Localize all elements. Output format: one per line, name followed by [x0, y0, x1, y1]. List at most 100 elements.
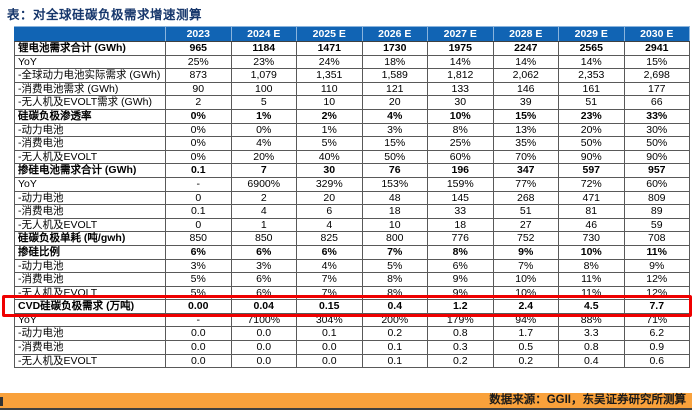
value-cell: 20 [361, 95, 428, 110]
value-cell: 51 [558, 95, 625, 110]
value-cell: 1184 [230, 41, 297, 56]
table-row: 锂电池需求合计 (GWh) 965 1184 1471 1730 1975 2247 2565… [14, 41, 690, 56]
value-cell: 10 [361, 217, 428, 233]
value-cell: 7.7 [623, 299, 690, 314]
value-cell: 76 [361, 163, 428, 178]
value-cell: 18 [427, 217, 494, 233]
value-cell: 3% [230, 258, 297, 274]
value-cell: 957 [623, 163, 690, 178]
table-row: -无人机及EVOLT需求 (GWh) 2 5 10 20 30 39 51 66 [14, 95, 690, 110]
value-cell: 0.04 [230, 299, 297, 314]
value-cell: 6% [165, 244, 232, 260]
table-row: YoY 25% 23% 24% 18% 14% 14% 14% 15% [14, 54, 690, 70]
value-cell: 48 [361, 190, 428, 206]
value-cell: 0.0 [165, 353, 232, 369]
value-cell: 13% [492, 122, 559, 138]
value-cell: 7% [296, 272, 363, 287]
value-cell: 9% [427, 285, 494, 301]
value-cell: 90% [623, 149, 690, 165]
value-cell: 2565 [558, 41, 625, 56]
row-label-cell: YoY [14, 54, 166, 70]
value-cell: 0.00 [165, 299, 232, 314]
value-cell: 0.0 [165, 326, 232, 342]
value-cell: 0.8 [558, 340, 625, 355]
value-cell: 24% [296, 54, 363, 70]
value-cell: 146 [492, 81, 559, 97]
value-cell: 3% [165, 258, 232, 274]
table-row: -动力电池 3% 3% 4% 5% 6% 7% 8% 9% [14, 258, 690, 274]
value-cell: 0.9 [623, 340, 690, 355]
value-cell: 708 [623, 231, 690, 246]
value-cell: 25% [427, 136, 494, 151]
header-cell: 2025 E [296, 26, 363, 42]
value-cell: 1% [230, 108, 297, 124]
table-row: -消费电池需求 (GWh) 90 100 110 121 133 146 161 177 [14, 81, 690, 97]
row-label-cell: -动力电池 [14, 190, 166, 206]
value-cell: 14% [558, 54, 625, 70]
header-row: 2023 2024 E 2025 E 2026 E 2027 E 2028 E 2029 E… [14, 26, 690, 42]
header-cell: 2030 E [623, 26, 690, 42]
value-cell: 0.0 [230, 326, 297, 342]
value-cell: 35% [492, 136, 559, 151]
value-cell: 8% [361, 285, 428, 301]
value-cell: 121 [361, 81, 428, 97]
value-cell: 11% [623, 244, 690, 260]
value-cell: 752 [492, 231, 559, 246]
value-cell: 3% [361, 122, 428, 138]
table-row: 掺硅比例 6% 6% 6% 7% 8% 9% 10% 11% [14, 244, 690, 260]
header-cell: 2024 E [230, 26, 297, 42]
value-cell: 153% [361, 176, 428, 192]
value-cell: 4 [296, 217, 363, 233]
value-cell: 71% [623, 312, 690, 328]
value-cell: 1975 [427, 41, 494, 56]
value-cell: 7 [230, 163, 297, 178]
value-cell: 2 [230, 190, 297, 206]
row-label-cell: YoY [14, 312, 166, 328]
value-cell: 110 [296, 81, 363, 97]
value-cell: 0.1 [361, 353, 428, 369]
value-cell: 100 [230, 81, 297, 97]
forecast-table: 2023 2024 E 2025 E 2026 E 2027 E 2028 E 2029 E… [14, 26, 690, 369]
value-cell: 1471 [296, 41, 363, 56]
value-cell: 30% [623, 122, 690, 138]
value-cell: 11% [558, 272, 625, 287]
value-cell: 50% [558, 136, 625, 151]
value-cell: 0.2 [492, 353, 559, 369]
header-cell: 2028 E [492, 26, 559, 42]
value-cell: 0 [165, 190, 232, 206]
value-cell: 0% [165, 149, 232, 165]
value-cell: 800 [361, 231, 428, 246]
value-cell: 329% [296, 176, 363, 192]
value-cell: 1% [296, 122, 363, 138]
table-row: -消费电池 0% 4% 5% 15% 25% 35% 50% 50% [14, 136, 690, 151]
value-cell: 27 [492, 217, 559, 233]
value-cell: - [165, 176, 232, 192]
row-label-cell: -全球动力电池实际需求 (GWh) [14, 68, 166, 83]
value-cell: 14% [492, 54, 559, 70]
table-body: 锂电池需求合计 (GWh) 965 1184 1471 1730 1975 2247 2565… [14, 41, 690, 369]
value-cell: 8% [558, 258, 625, 274]
value-cell: 20% [558, 122, 625, 138]
value-cell: 0.0 [165, 340, 232, 355]
value-cell: 8% [361, 272, 428, 287]
value-cell: 10% [492, 285, 559, 301]
value-cell: 965 [165, 41, 232, 56]
value-cell: 0% [165, 108, 232, 124]
value-cell: 4% [230, 136, 297, 151]
value-cell: 2,353 [558, 68, 625, 83]
value-cell: 5 [230, 95, 297, 110]
row-label-cell: -消费电池 [14, 340, 166, 355]
row-label-cell: 硅碳负极单耗 (吨/gwh) [14, 231, 166, 246]
value-cell: 18 [361, 204, 428, 219]
value-cell: 50% [361, 149, 428, 165]
value-cell: 0.2 [361, 326, 428, 342]
table-row: -消费电池 0.0 0.0 0.0 0.1 0.3 0.5 0.8 0.9 [14, 340, 690, 355]
value-cell: 89 [623, 204, 690, 219]
value-cell: 70% [492, 149, 559, 165]
table-row: -动力电池 0.0 0.0 0.1 0.2 0.8 1.7 3.3 6.2 [14, 326, 690, 342]
row-label-cell: 掺硅电池需求合计 (GWh) [14, 163, 166, 178]
table-row: 掺硅电池需求合计 (GWh) 0.1 7 30 76 196 347 597 957 [14, 163, 690, 178]
value-cell: 9% [427, 272, 494, 287]
value-cell: 81 [558, 204, 625, 219]
